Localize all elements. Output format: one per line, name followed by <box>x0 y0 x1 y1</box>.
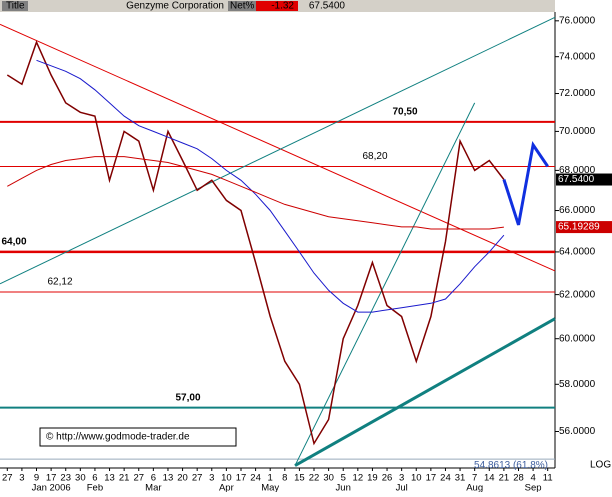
price-tag-label: 67.5400 <box>558 174 595 185</box>
x-tick-label: 5 <box>341 473 346 484</box>
x-tick-label: 4 <box>530 473 535 484</box>
month-label: Jan 2006 <box>32 483 71 492</box>
x-tick-label: 3 <box>19 473 24 484</box>
y-tick-label: 60.0000 <box>559 333 596 344</box>
chart-title: Genzyme Corporation <box>126 1 224 12</box>
level-label: 54.8613 (61.8%) <box>474 460 548 471</box>
price-tag-label: 65.19289 <box>558 222 600 233</box>
level-label: 68,20 <box>362 151 387 162</box>
x-tick-label: 13 <box>104 473 115 484</box>
x-tick-label: 3 <box>399 473 404 484</box>
month-label: Sep <box>525 483 542 492</box>
x-tick-label: 7 <box>472 473 477 484</box>
x-tick-label: 24 <box>440 473 451 484</box>
price-tag <box>556 173 612 186</box>
month-label: Jun <box>336 483 351 492</box>
series-line <box>502 141 549 226</box>
y-tick-label: 68.0000 <box>559 165 596 176</box>
x-tick-label: 10 <box>411 473 422 484</box>
trend-line <box>0 23 556 272</box>
y-tick-label: 70.0000 <box>559 126 596 137</box>
month-label: Apr <box>219 483 234 492</box>
y-tick-label: 58.0000 <box>559 379 596 390</box>
level-label: 70,50 <box>392 106 417 117</box>
y-tick-label: 76.0000 <box>559 15 596 26</box>
change-tag: Net% <box>230 1 255 12</box>
copyright-box <box>39 427 237 447</box>
title-tag: Title <box>6 1 25 12</box>
x-tick-label: 22 <box>309 473 320 484</box>
trend-line <box>294 317 556 467</box>
x-tick-label: 23 <box>60 473 71 484</box>
x-tick-label: 15 <box>294 473 305 484</box>
y-tick-label: 66.0000 <box>559 205 596 216</box>
trend-line <box>0 16 556 285</box>
month-label: Mar <box>145 483 161 492</box>
x-tick-label: 17 <box>236 473 247 484</box>
scale-label: LOG <box>590 460 611 471</box>
x-tick-label: 27 <box>133 473 144 484</box>
month-label: Jul <box>396 483 408 492</box>
x-tick-label: 26 <box>382 473 393 484</box>
series-line <box>7 156 504 230</box>
trend-line <box>294 102 476 466</box>
month-label: May <box>261 483 279 492</box>
level-label: 64,00 <box>1 237 26 248</box>
x-tick-label: 19 <box>367 473 378 484</box>
x-tick-label: 20 <box>177 473 188 484</box>
x-tick-label: 28 <box>513 473 524 484</box>
x-tick-label: 17 <box>46 473 57 484</box>
month-label: Feb <box>87 483 103 492</box>
x-tick-label: 12 <box>353 473 364 484</box>
month-label: Aug <box>466 483 483 492</box>
series-line <box>6 40 505 446</box>
x-tick-label: 30 <box>323 473 334 484</box>
x-tick-label: 24 <box>250 473 261 484</box>
x-tick-label: 3 <box>209 473 214 484</box>
copyright: © http://www.godmode-trader.de <box>46 432 190 443</box>
x-tick-label: 10 <box>221 473 232 484</box>
x-tick-label: 1 <box>268 473 273 484</box>
title-tag-box <box>2 1 28 11</box>
x-tick-label: 21 <box>499 473 510 484</box>
y-tick-label: 74.0000 <box>559 51 596 62</box>
x-tick-label: 11 <box>543 473 553 484</box>
x-tick-label: 27 <box>2 473 13 484</box>
x-tick-label: 17 <box>426 473 437 484</box>
net-tag-box <box>228 1 256 11</box>
series-line <box>36 59 505 313</box>
change-value: -1.32 <box>271 1 294 12</box>
x-tick-label: 9 <box>34 473 39 484</box>
x-tick-label: 13 <box>163 473 174 484</box>
price-tag <box>556 221 612 234</box>
x-tick-label: 27 <box>192 473 203 484</box>
net-value-box <box>256 1 298 11</box>
x-tick-label: 14 <box>484 473 495 484</box>
level-label: 57,00 <box>175 392 200 403</box>
x-tick-label: 30 <box>75 473 86 484</box>
x-tick-label: 8 <box>282 473 287 484</box>
y-tick-label: 62.0000 <box>559 289 596 300</box>
last-value: 67.5400 <box>309 1 346 12</box>
y-tick-label: 56.0000 <box>559 426 596 437</box>
x-tick-label: 6 <box>151 473 156 484</box>
level-label: 62,12 <box>47 277 72 288</box>
y-tick-label: 64.0000 <box>559 247 596 258</box>
y-tick-label: 72.0000 <box>559 88 596 99</box>
x-tick-label: 21 <box>119 473 130 484</box>
x-tick-label: 6 <box>92 473 97 484</box>
x-tick-label: 31 <box>455 473 466 484</box>
